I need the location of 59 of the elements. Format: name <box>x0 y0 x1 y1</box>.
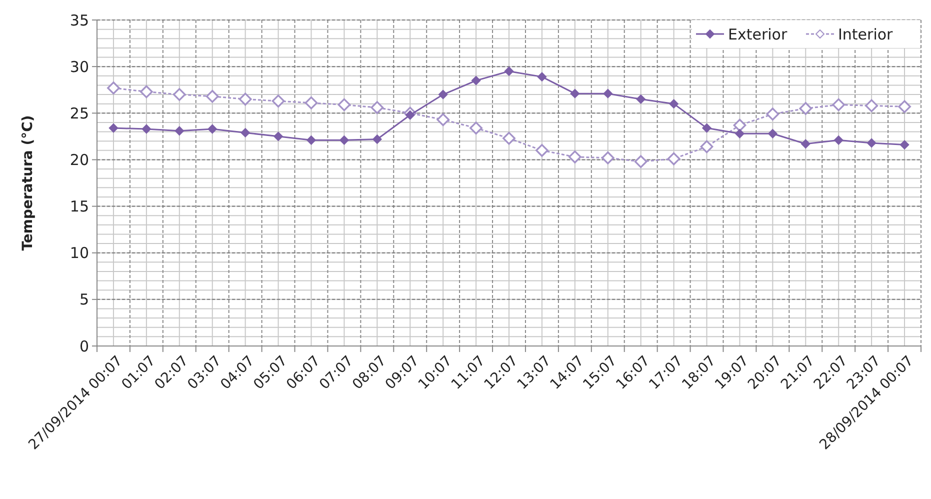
legend-label: Interior <box>838 25 894 44</box>
y-tick-label: 0 <box>79 337 89 356</box>
point <box>801 139 810 148</box>
point <box>274 132 283 142</box>
point <box>834 136 844 145</box>
point <box>436 113 450 126</box>
point <box>370 101 384 114</box>
y-axis-title: Temperatura (°C) <box>20 115 36 251</box>
point <box>108 123 118 133</box>
point <box>634 155 648 168</box>
point <box>504 66 514 76</box>
point <box>866 138 876 148</box>
point <box>766 108 780 121</box>
point <box>142 124 152 134</box>
point <box>107 82 120 94</box>
point <box>799 102 812 115</box>
point <box>636 94 646 104</box>
point <box>206 90 219 103</box>
point <box>304 96 318 110</box>
y-tick-label: 20 <box>70 150 89 169</box>
point <box>470 122 482 134</box>
point <box>537 72 547 82</box>
point <box>865 99 878 112</box>
point <box>471 76 481 86</box>
point <box>700 140 714 154</box>
point <box>338 98 351 112</box>
point <box>306 136 316 145</box>
point <box>372 134 382 144</box>
point <box>272 94 285 108</box>
y-tick-label: 5 <box>79 290 89 309</box>
point <box>240 128 250 138</box>
point <box>735 129 744 138</box>
point <box>898 100 911 114</box>
point <box>238 92 252 106</box>
legend-label: Exterior <box>728 25 788 44</box>
point <box>900 140 910 150</box>
point <box>208 124 217 134</box>
point <box>340 136 349 145</box>
point <box>669 99 678 108</box>
point <box>702 123 712 133</box>
point <box>667 152 680 166</box>
y-tick-label: 30 <box>70 58 89 76</box>
point <box>174 126 184 136</box>
y-tick-label: 10 <box>70 244 89 262</box>
point <box>536 144 548 157</box>
point <box>733 118 746 132</box>
point <box>568 150 582 164</box>
point <box>768 129 778 138</box>
point <box>603 88 612 98</box>
y-tick-label: 35 <box>70 11 89 30</box>
point <box>438 90 448 100</box>
point <box>172 88 186 101</box>
point <box>502 132 516 145</box>
point <box>601 151 614 164</box>
y-tick-label: 25 <box>70 104 89 122</box>
point <box>570 88 580 98</box>
y-tick-label: 15 <box>70 198 89 216</box>
point <box>832 98 846 112</box>
point <box>140 85 153 98</box>
